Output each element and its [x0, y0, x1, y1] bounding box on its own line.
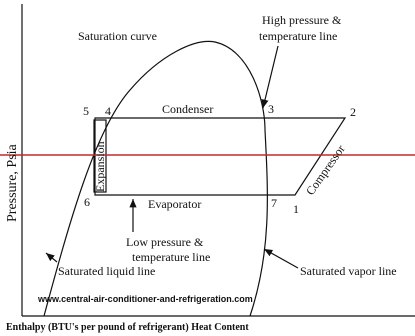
expansion-box [93, 119, 107, 193]
label: Compressor [303, 142, 348, 198]
point-label: 5 [83, 104, 89, 118]
arrow [261, 45, 279, 109]
label: temperature line [259, 29, 337, 43]
label: temperature line [132, 250, 210, 264]
point-label: 3 [268, 102, 274, 116]
x-axis-label: Enthalpy (BTU's per pound of refrigerant… [6, 322, 249, 333]
label: Condenser [162, 102, 213, 116]
cycle [94, 117, 347, 196]
label: Saturated liquid line [58, 264, 155, 278]
label: High pressure & [262, 13, 342, 27]
y-axis-label: Pressure, Psia [5, 143, 20, 222]
point-label: 7 [271, 196, 277, 210]
point-label: 4 [105, 104, 111, 118]
label: Saturation curve [78, 29, 157, 43]
label: Evaporator [148, 197, 201, 211]
label: Saturated vapor line [300, 264, 397, 278]
website: www.central-air-conditioner-and-refriger… [37, 294, 253, 304]
point-label: 1 [293, 202, 299, 216]
point-label: 6 [84, 195, 90, 209]
label: Low pressure & [126, 235, 204, 249]
point-label: 2 [350, 105, 356, 119]
arrow [263, 248, 299, 269]
label: Expansion [93, 141, 107, 192]
arrow [45, 252, 58, 263]
